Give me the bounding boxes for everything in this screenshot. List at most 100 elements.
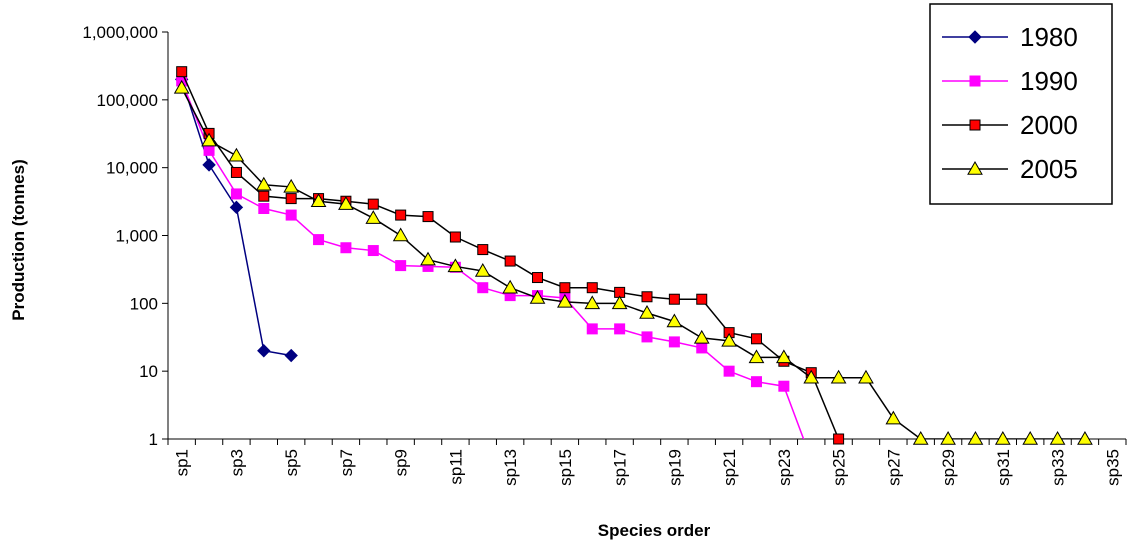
y-tick-label: 10 — [139, 362, 158, 381]
series-line-2000 — [181, 71, 840, 439]
data-point — [696, 342, 708, 354]
data-point — [532, 272, 544, 284]
y-tick-label: 1 — [149, 430, 158, 449]
x-tick-label: sp7 — [337, 449, 356, 476]
x-tick-label: sp1 — [173, 449, 192, 476]
series-line-2005 — [181, 87, 1085, 439]
data-point — [202, 158, 216, 172]
data-point — [750, 333, 762, 345]
data-point — [557, 293, 573, 308]
x-tick-label: sp33 — [1049, 449, 1068, 486]
data-point — [365, 210, 382, 224]
data-point — [230, 166, 242, 178]
data-point — [477, 244, 489, 256]
data-point — [858, 369, 874, 384]
data-point — [693, 329, 710, 344]
data-point — [229, 200, 244, 215]
x-tick-label: sp23 — [775, 449, 794, 486]
legend-label-2005: 2005 — [1020, 154, 1078, 184]
x-tick-label: sp25 — [830, 449, 849, 486]
data-point — [201, 132, 217, 147]
data-point — [912, 430, 929, 445]
x-tick-label: sp35 — [1103, 449, 1122, 486]
data-point — [668, 293, 680, 305]
data-point — [477, 282, 489, 294]
legend-label-1990: 1990 — [1020, 66, 1078, 96]
data-point — [721, 332, 737, 347]
plot-area: 1 10 100 1,000 10,000 100,000 1,000,000 sp1 sp3 s… — [82, 23, 1127, 486]
data-point — [340, 242, 352, 254]
x-axis-title: Species order — [598, 521, 711, 540]
y-tick-label: 1,000,000 — [82, 23, 158, 42]
x-tick-label: sp21 — [720, 449, 739, 486]
data-point — [559, 282, 571, 294]
data-point — [1049, 430, 1066, 445]
legend-label-1980: 1980 — [1020, 22, 1078, 52]
data-point — [586, 282, 598, 294]
data-point — [203, 144, 215, 156]
x-tick-label: sp9 — [392, 449, 411, 476]
x-tick-label: sp3 — [227, 449, 246, 476]
data-point — [367, 245, 379, 257]
y-tick-label: 10,000 — [106, 159, 158, 178]
data-point — [666, 313, 683, 328]
data-point — [285, 209, 297, 221]
data-point — [696, 293, 708, 305]
y-axis-title: Production (tonnes) — [9, 159, 28, 320]
y-tick-label: 100 — [130, 294, 158, 313]
data-point — [447, 258, 464, 273]
data-point — [723, 365, 735, 377]
data-point — [284, 348, 298, 363]
data-point — [833, 433, 845, 445]
data-point — [504, 255, 516, 267]
x-tick-label: sp11 — [446, 449, 465, 485]
data-point — [994, 430, 1011, 445]
data-point — [285, 193, 297, 205]
x-tick-label: sp27 — [884, 449, 903, 486]
data-point — [310, 193, 327, 207]
x-tick-label: sp19 — [665, 449, 684, 486]
y-tick-label: 1,000 — [115, 227, 158, 246]
data-point — [258, 190, 270, 202]
data-point — [668, 336, 680, 348]
x-tick-label: sp29 — [939, 449, 958, 486]
data-point — [586, 323, 598, 335]
data-point — [228, 147, 245, 162]
data-point — [449, 231, 461, 243]
legend-label-2000: 2000 — [1020, 110, 1078, 140]
data-point — [778, 380, 790, 392]
data-point — [392, 227, 409, 242]
data-point — [173, 79, 190, 94]
data-point — [750, 376, 762, 388]
data-point — [830, 369, 847, 384]
x-tick-label: sp17 — [611, 449, 630, 486]
data-point — [258, 203, 270, 215]
series-1980 — [174, 72, 298, 363]
data-point — [502, 279, 519, 294]
legend-marker — [968, 30, 982, 44]
legend-marker — [967, 160, 983, 175]
data-point — [422, 211, 434, 223]
data-point — [639, 305, 655, 319]
legend-marker — [969, 75, 981, 87]
data-point — [230, 188, 242, 200]
data-point — [641, 291, 653, 303]
x-tick-label: sp31 — [994, 449, 1013, 486]
data-point — [395, 260, 407, 272]
data-point — [803, 369, 820, 384]
data-point — [885, 410, 902, 425]
data-point — [420, 251, 436, 266]
data-point — [1022, 430, 1039, 445]
y-tick-label: 100,000 — [97, 91, 158, 110]
series-1990 — [176, 75, 805, 439]
data-point — [367, 198, 379, 210]
data-point — [614, 323, 626, 335]
x-tick-label: sp13 — [501, 449, 520, 486]
data-point — [529, 289, 546, 304]
data-point — [748, 349, 765, 364]
series-2005 — [173, 79, 1093, 445]
data-point — [283, 178, 300, 193]
x-tick-label: sp15 — [556, 449, 575, 486]
